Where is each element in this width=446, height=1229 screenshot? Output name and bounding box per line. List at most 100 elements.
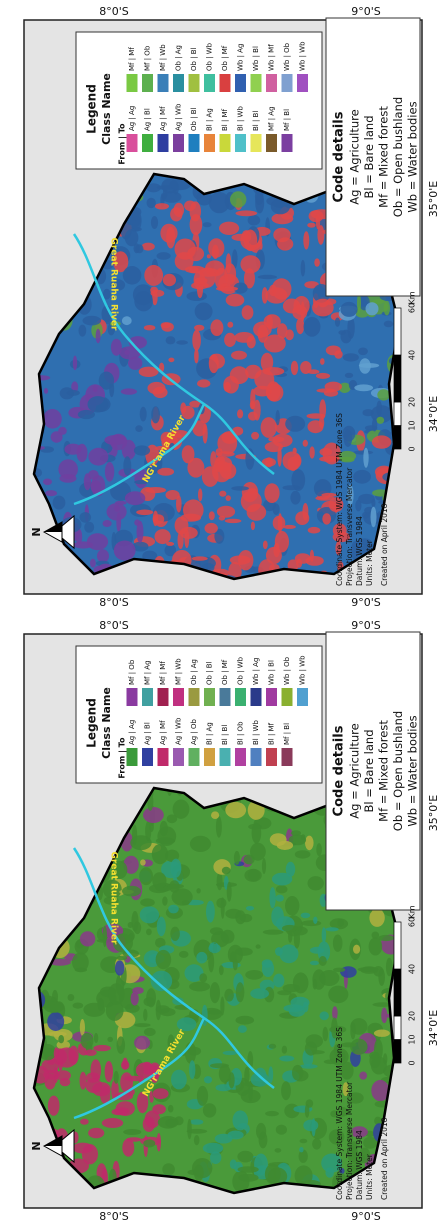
land-patch [122, 1058, 128, 1070]
land-patch [262, 858, 266, 874]
legend-swatch [235, 748, 246, 766]
land-patch [333, 968, 345, 972]
legend-title: Legend [85, 84, 99, 134]
land-patch [337, 919, 344, 927]
land-patch [241, 491, 262, 513]
legend-swatch [158, 688, 169, 706]
land-patch [84, 473, 91, 490]
land-patch [187, 291, 207, 301]
land-patch [157, 1133, 161, 1151]
land-patch [358, 967, 379, 972]
land-patch [343, 353, 359, 361]
land-patch [125, 491, 145, 505]
land-patch [198, 488, 202, 501]
land-patch [134, 445, 150, 455]
land-patch [300, 1139, 308, 1144]
legend-swatch [282, 134, 293, 152]
land-patch [291, 361, 298, 375]
code-line: Ob = Open bushland [391, 711, 405, 831]
land-patch [122, 886, 141, 897]
land-patch [203, 222, 212, 227]
legend-label: Bl | Wb [252, 720, 260, 745]
land-patch [199, 973, 207, 982]
land-patch [292, 305, 307, 320]
legend-label: Ob | Bl [190, 47, 198, 71]
land-patch [377, 389, 390, 400]
land-patch [247, 336, 256, 349]
land-patch [242, 305, 254, 320]
land-patch [304, 317, 321, 337]
land-patch [224, 263, 236, 285]
land-patch [271, 906, 284, 926]
legend-label: Wb | Bl [268, 660, 276, 685]
land-patch [236, 982, 245, 1002]
land-patch [85, 1050, 97, 1056]
legend-swatch [266, 748, 277, 766]
legend-label: Ob | Ag [190, 659, 198, 685]
land-patch [196, 952, 207, 964]
land-patch [204, 1076, 212, 1083]
land-patch [135, 425, 142, 432]
land-patch [263, 541, 268, 550]
land-patch [192, 330, 201, 351]
legend-swatch [220, 748, 231, 766]
land-patch [117, 956, 128, 961]
land-patch [371, 507, 377, 528]
land-patch [291, 997, 310, 1009]
land-patch [272, 278, 292, 299]
legend-label: Mf | Ob [144, 45, 152, 71]
land-patch [325, 382, 342, 392]
land-patch [288, 457, 299, 471]
land-patch [140, 898, 155, 906]
land-patch [166, 227, 175, 249]
land-patch [283, 984, 300, 992]
land-patch [68, 994, 75, 1001]
legend-label: Wb | Mf [268, 44, 276, 71]
code-line: Bl = Bare land [362, 729, 376, 812]
land-patch [162, 896, 167, 905]
legend-swatch [158, 74, 169, 92]
land-patch [203, 1143, 223, 1154]
land-patch [134, 1023, 150, 1027]
legend-label: Wb | Ag [252, 658, 260, 685]
land-patch [256, 944, 261, 948]
land-patch [58, 1035, 64, 1043]
land-patch [73, 356, 77, 371]
map-metadata: Units: Meter [365, 1153, 374, 1200]
land-patch [122, 316, 132, 325]
land-patch [288, 930, 292, 943]
land-patch [151, 406, 160, 423]
land-patch [182, 445, 195, 463]
land-patch [212, 461, 232, 483]
land-patch [238, 1174, 258, 1182]
land-patch [78, 410, 95, 419]
land-patch [48, 1032, 67, 1037]
scale-label: 20 [408, 1011, 417, 1021]
legend-label: Ob | Wb [237, 656, 245, 685]
land-patch [301, 260, 306, 277]
latitude-label: 9°0'S [351, 596, 381, 609]
land-patch [161, 322, 174, 331]
legend-swatch [189, 134, 200, 152]
land-patch [236, 1016, 255, 1025]
land-patch [236, 210, 258, 216]
land-patch [98, 998, 104, 1011]
legend-label: Ob | Bl [190, 107, 198, 131]
land-patch [91, 1059, 102, 1080]
land-patch [157, 917, 166, 937]
land-patch [84, 522, 94, 533]
land-patch [65, 444, 82, 455]
land-patch [168, 905, 179, 914]
legend-label: Mf | Mf [128, 47, 136, 71]
land-patch [237, 1151, 253, 1163]
land-patch [264, 483, 279, 503]
land-patch [227, 322, 233, 328]
land-patch [114, 1107, 129, 1115]
land-patch [264, 314, 281, 329]
legend-title: Legend [85, 698, 99, 748]
legend-subtitle: Class Name [100, 73, 113, 145]
scale-label: 20 [408, 397, 417, 407]
land-patch [134, 291, 153, 311]
land-patch [226, 294, 245, 307]
land-patch [152, 1104, 166, 1114]
